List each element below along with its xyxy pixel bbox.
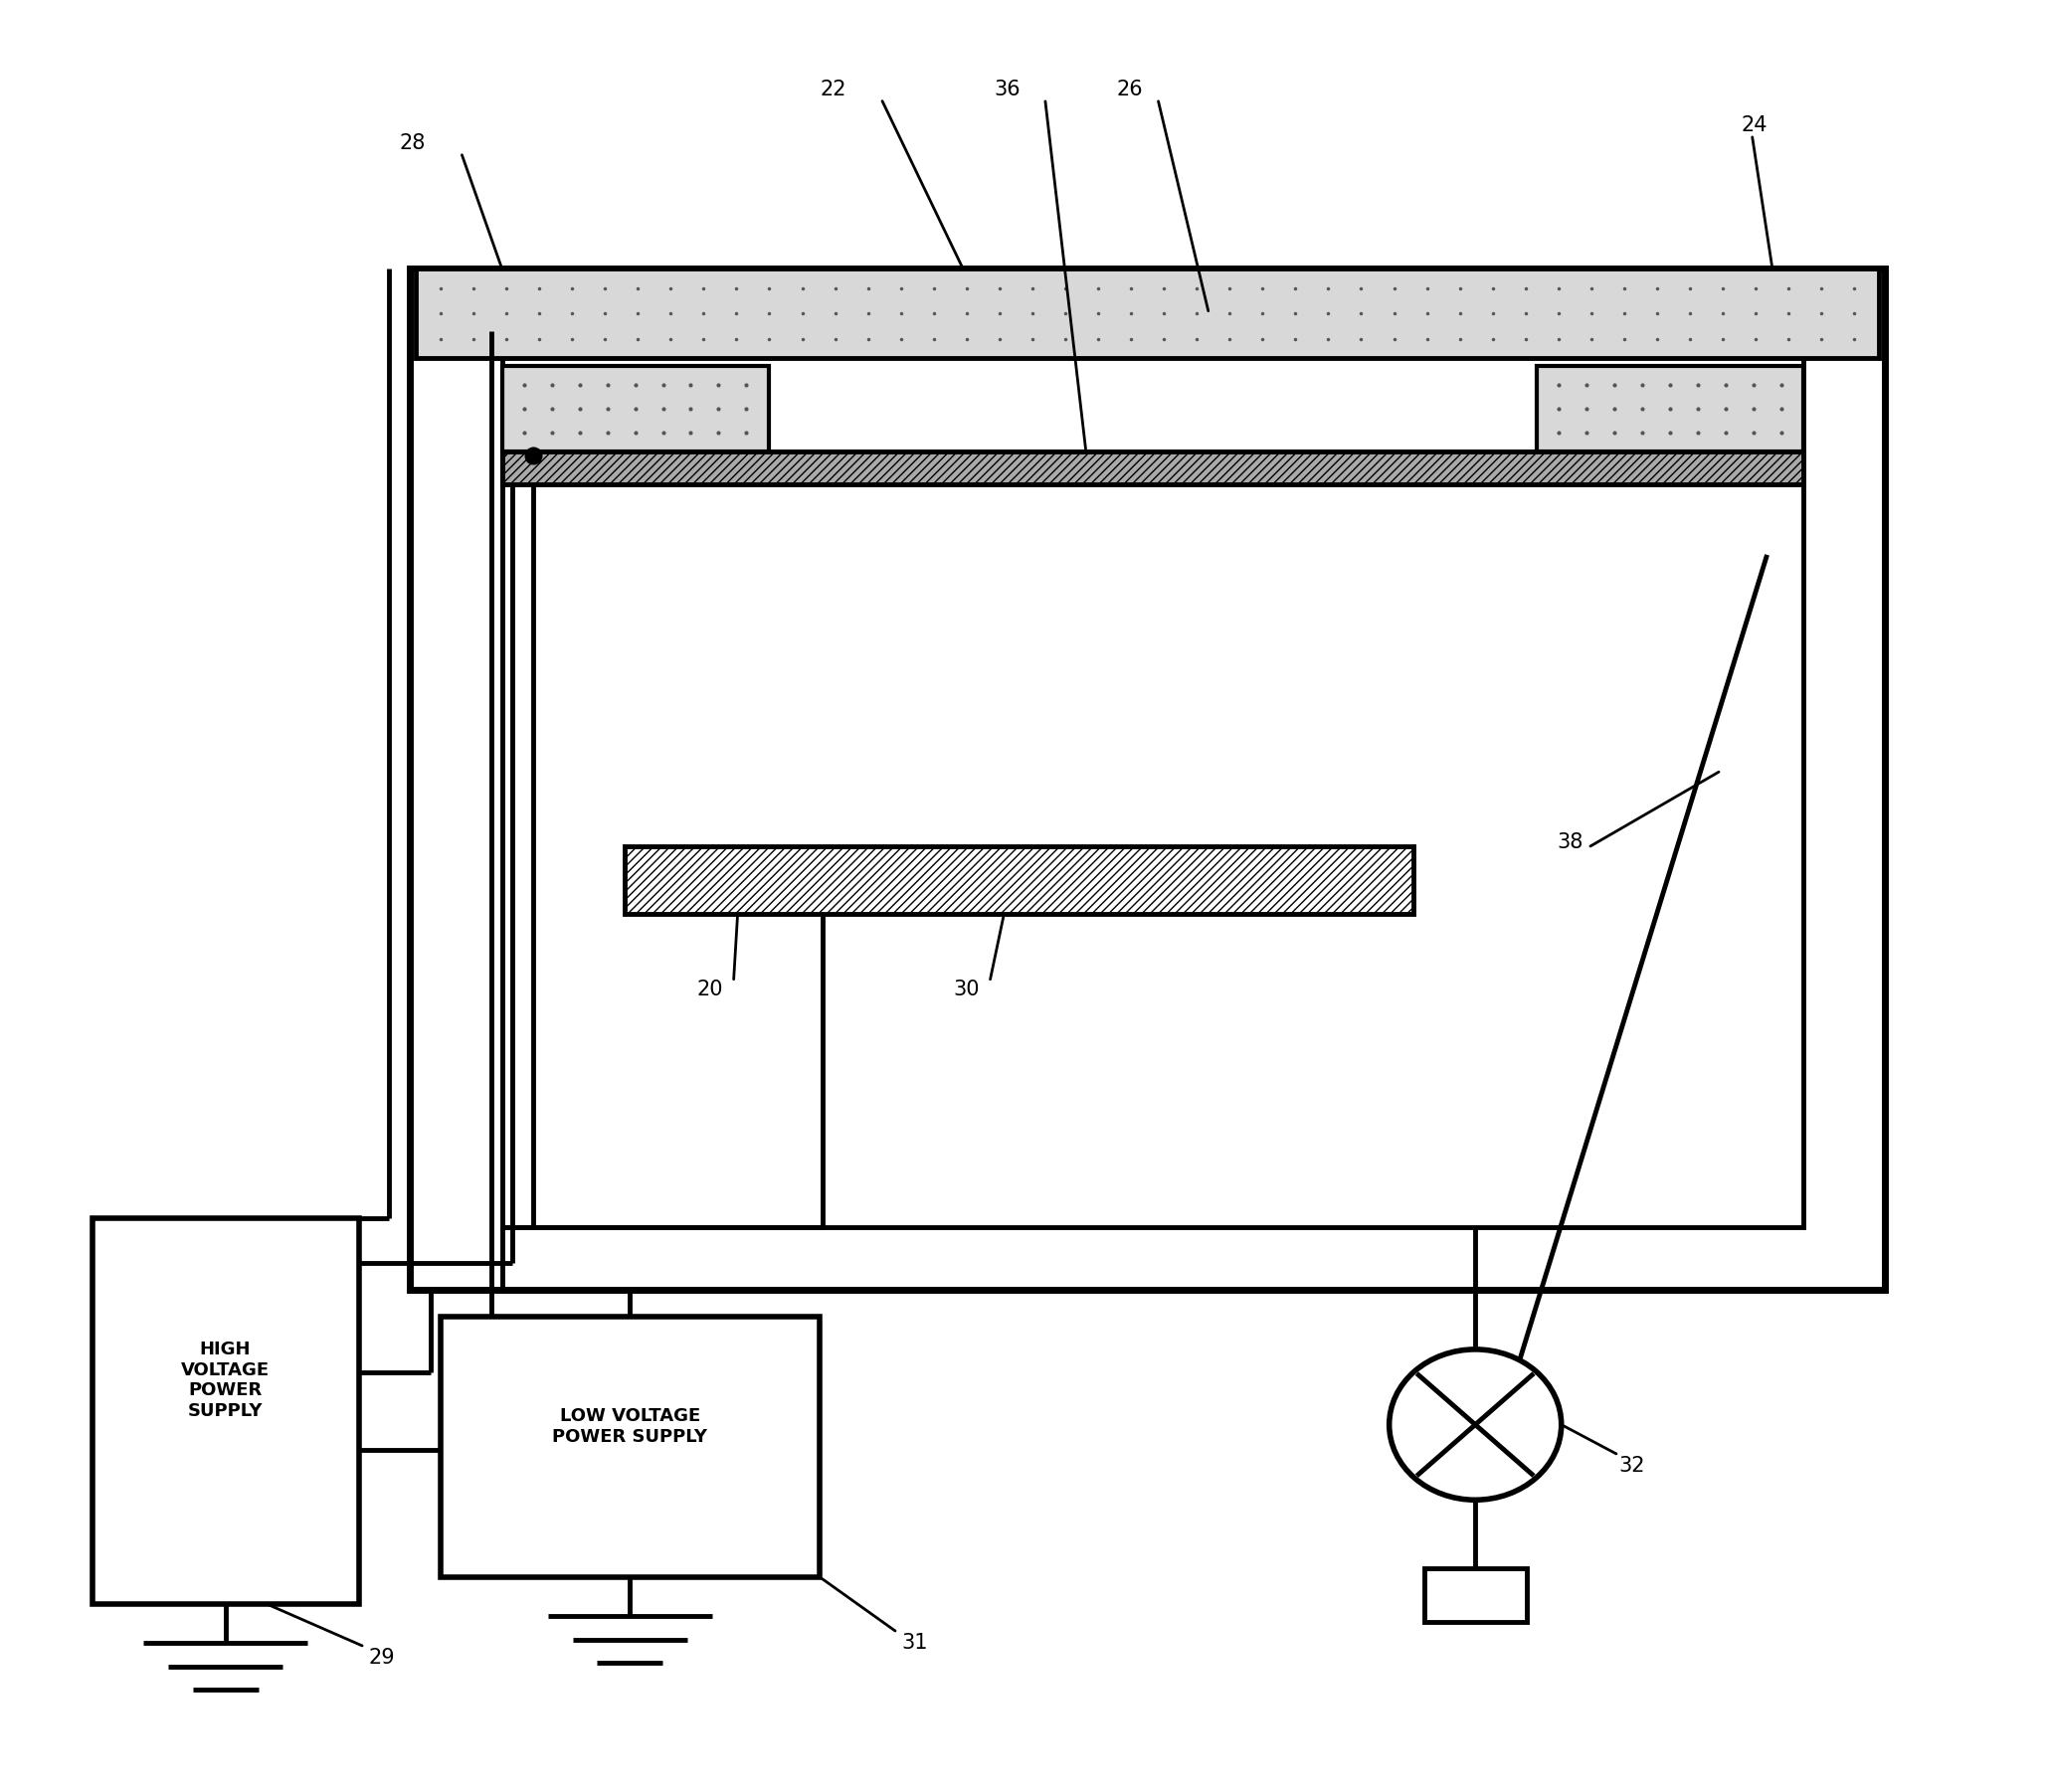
Bar bbox=[502, 332, 1803, 1228]
Circle shape bbox=[1389, 1349, 1561, 1500]
Text: 24: 24 bbox=[1742, 115, 1768, 136]
Bar bbox=[441, 1317, 820, 1577]
Text: LOW VOLTAGE
POWER SUPPLY: LOW VOLTAGE POWER SUPPLY bbox=[553, 1407, 707, 1446]
Bar bbox=[1424, 1568, 1527, 1622]
Bar bbox=[92, 1219, 359, 1604]
Text: 32: 32 bbox=[1619, 1455, 1645, 1477]
Text: 22: 22 bbox=[820, 79, 846, 100]
Bar bbox=[625, 846, 1414, 914]
Bar bbox=[1537, 366, 1803, 452]
Bar bbox=[502, 366, 768, 452]
Text: HIGH
VOLTAGE
POWER
SUPPLY: HIGH VOLTAGE POWER SUPPLY bbox=[180, 1340, 270, 1421]
Text: 26: 26 bbox=[1117, 79, 1143, 100]
Text: 28: 28 bbox=[400, 133, 426, 154]
Text: 29: 29 bbox=[369, 1647, 395, 1668]
Text: 36: 36 bbox=[994, 79, 1020, 100]
Text: 31: 31 bbox=[902, 1633, 928, 1654]
Text: 20: 20 bbox=[697, 978, 723, 1000]
Bar bbox=[502, 452, 1803, 484]
Bar bbox=[416, 269, 1879, 358]
Text: 38: 38 bbox=[1557, 831, 1584, 853]
Bar bbox=[410, 269, 1885, 1290]
Text: 30: 30 bbox=[953, 978, 979, 1000]
